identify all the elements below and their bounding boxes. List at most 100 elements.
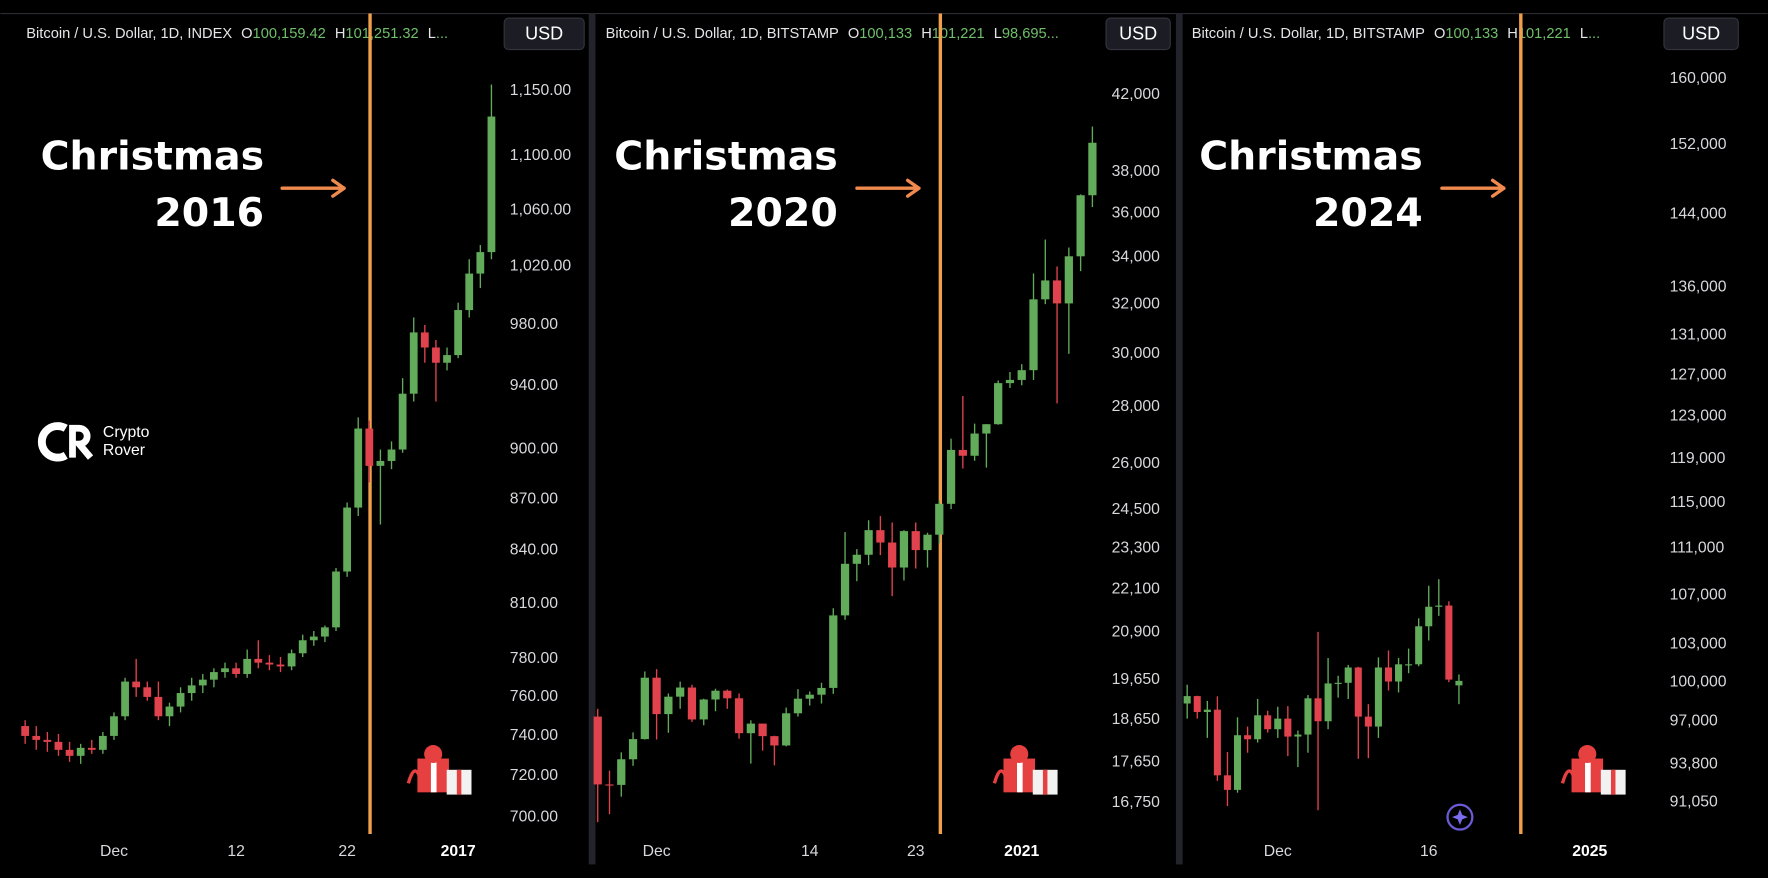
candle-body: [1405, 664, 1413, 666]
x-tick-label: Dec: [1264, 843, 1292, 860]
candle-body: [805, 694, 814, 699]
y-tick-label: 107,000: [1670, 586, 1727, 603]
separator: [1175, 13, 1183, 865]
y-tick-label: 93,800: [1670, 755, 1718, 772]
y-tick-label: 1,150.00: [510, 82, 572, 99]
candle-body: [876, 530, 885, 543]
candle-body: [1384, 667, 1393, 682]
candle-body: [1005, 379, 1015, 384]
currency-button-bg[interactable]: [503, 17, 585, 51]
candle-body: [1314, 698, 1322, 722]
y-tick-label: 136,000: [1670, 279, 1727, 296]
candle-body: [154, 696, 163, 717]
currency-button[interactable]: USD: [503, 17, 585, 51]
y-tick-label: 42,000: [1112, 86, 1160, 103]
candle-body: [1064, 256, 1073, 304]
currency-button-bg[interactable]: [1105, 17, 1171, 51]
candle-body: [1244, 735, 1252, 740]
candle-body: [354, 428, 363, 508]
candle-body: [840, 563, 850, 616]
readout-value: ...: [1588, 26, 1600, 42]
icon-ring[interactable]: [1446, 803, 1474, 831]
candle-body: [321, 627, 329, 637]
candle-body: [121, 681, 129, 717]
candle-body: [1088, 142, 1097, 196]
candle-body: [454, 310, 463, 356]
annotation: Christmas: [1199, 133, 1422, 179]
candle-body: [298, 640, 307, 654]
candle-body: [65, 749, 74, 756]
annotation: Christmas: [614, 133, 838, 179]
y-tick-label: 32,000: [1112, 295, 1160, 312]
candle-body: [829, 615, 838, 688]
readout-key: O: [241, 26, 252, 42]
candle-body: [746, 723, 755, 734]
y-tick-label: 810.00: [510, 595, 558, 612]
candle-body: [1274, 718, 1282, 730]
candle-body: [923, 534, 932, 551]
currency-button-bg[interactable]: [1663, 17, 1739, 51]
candle-body: [143, 687, 152, 697]
candle-body: [687, 687, 697, 720]
candle-body: [899, 531, 909, 568]
readout-key: O: [848, 26, 859, 42]
candle-body: [265, 662, 274, 665]
candle-body: [593, 716, 602, 785]
candle-body: [605, 784, 614, 786]
candle-body: [1264, 715, 1272, 730]
y-tick-label: 1,100.00: [510, 147, 572, 164]
y-tick-label: 1,060.00: [510, 201, 572, 218]
y-tick-label: 940.00: [510, 377, 558, 394]
candle-body: [1344, 667, 1352, 683]
currency-label[interactable]: USD: [525, 24, 563, 44]
symbol-title: Bitcoin / U.S. Dollar, 1D, BITSTAMP: [1192, 26, 1425, 42]
candle-body: [946, 449, 956, 504]
x-tick-label: 2025: [1572, 843, 1607, 860]
x-tick-label: 23: [907, 843, 925, 860]
readout-value: 100,159.42: [253, 26, 326, 42]
candle-body: [1324, 683, 1332, 722]
readout-value: 98,695...: [1002, 26, 1059, 42]
candle-body: [982, 424, 991, 434]
candle-body: [443, 355, 451, 363]
annotation: 2020: [728, 190, 838, 236]
candle-body: [110, 716, 118, 736]
currency-button[interactable]: USD: [1663, 17, 1739, 51]
y-tick-label: 119,000: [1670, 450, 1726, 467]
watermark-text: Crypto: [103, 424, 150, 441]
candle-body: [132, 681, 141, 688]
currency-label[interactable]: USD: [1119, 24, 1157, 44]
candle-body: [187, 685, 196, 694]
candle-body: [1395, 664, 1403, 682]
y-tick-label: 980.00: [510, 316, 558, 333]
candle-body: [287, 653, 296, 667]
candle-body: [734, 698, 744, 734]
y-tick-label: 870.00: [510, 490, 558, 507]
candle-body: [1374, 667, 1382, 727]
candle-body: [1193, 696, 1201, 713]
currency-button[interactable]: USD: [1105, 17, 1171, 51]
candle-body: [935, 503, 944, 535]
candle-body: [254, 658, 263, 663]
y-tick-label: 127,000: [1670, 367, 1727, 384]
logo-r: [69, 424, 94, 460]
candle-body: [1233, 735, 1242, 790]
y-tick-label: 36,000: [1112, 205, 1160, 222]
readout-key: H: [1507, 26, 1518, 42]
assistant-icon[interactable]: [1446, 803, 1474, 831]
currency-label[interactable]: USD: [1682, 24, 1720, 44]
candle-body: [888, 542, 897, 568]
candle-body: [1284, 718, 1292, 737]
y-tick-label: 24,500: [1112, 501, 1160, 518]
y-tick-label: 780.00: [510, 650, 558, 667]
candle-body: [911, 531, 920, 551]
candle-body: [1183, 696, 1191, 704]
x-tick-label: 16: [1420, 843, 1438, 860]
candle-body: [1364, 716, 1372, 727]
separator: [588, 13, 596, 865]
candle-body: [1213, 709, 1221, 776]
readout-key: H: [335, 26, 346, 42]
icon-star[interactable]: [1452, 809, 1468, 826]
